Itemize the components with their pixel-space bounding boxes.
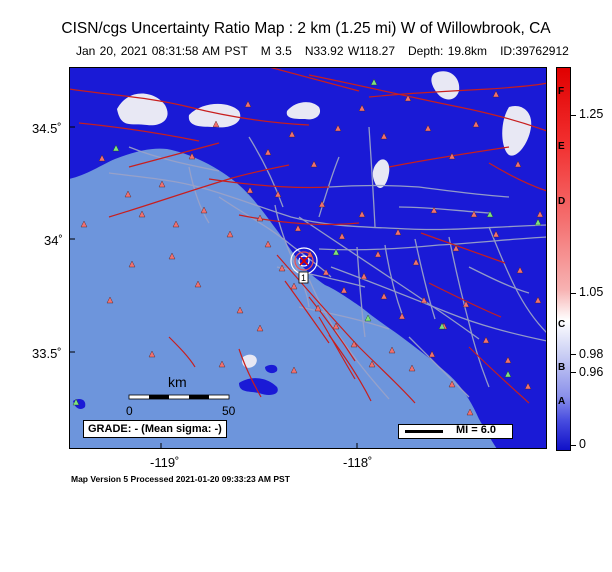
- epicenter-label: 1: [301, 273, 306, 283]
- colorbar-tick: [571, 354, 576, 355]
- lat-label-34-5: 34.5˚: [32, 121, 62, 136]
- epicenter: 1: [290, 247, 318, 284]
- event-id: ID:39762912: [500, 44, 569, 58]
- low-uncertainty-patch: [117, 93, 168, 126]
- station-triangle-green: [112, 144, 120, 152]
- scale-unit: km: [168, 374, 187, 390]
- event-magnitude: M 3.5: [260, 44, 292, 58]
- colorbar-tick: [571, 445, 576, 446]
- map-title: CISN/cgs Uncertainty Ratio Map : 2 km (1…: [61, 20, 551, 37]
- scale-bar: [128, 394, 230, 400]
- colorbar-value-0-96: 0.96: [579, 365, 604, 379]
- grade-box: GRADE: - (Mean sigma: -): [83, 420, 227, 438]
- lat-label-33-5: 33.5˚: [32, 346, 62, 361]
- colorbar-letter-a: A: [558, 396, 566, 407]
- colorbar-tick: [571, 115, 576, 116]
- road-network: [108, 126, 547, 400]
- colorbar-tick: [571, 293, 576, 294]
- lon-label-119: -119˚: [150, 455, 180, 470]
- lat-label-34: 34˚: [44, 233, 63, 248]
- mi-legend: MI = 6.0: [398, 424, 513, 439]
- event-info: Jan 20, 2021 08:31:58 AM PST M 3.5 N33.9…: [76, 44, 569, 58]
- colorbar-letter-f: F: [558, 86, 565, 97]
- colorbar-value-1-25: 1.25: [579, 107, 604, 121]
- colorbar-letter-c: C: [558, 319, 566, 330]
- uncertainty-map: 1: [69, 67, 547, 449]
- colorbar: [556, 67, 571, 451]
- mi-legend-line: [405, 430, 443, 433]
- colorbar-tick: [571, 372, 576, 373]
- event-datetime: Jan 20, 2021 08:31:58 AM PST: [76, 44, 248, 58]
- scale-max: 50: [222, 404, 236, 418]
- footer-version: Map Version 5 Processed 2021-01-20 09:33…: [71, 474, 290, 484]
- epicenter-label-box: [298, 271, 309, 284]
- colorbar-letter-d: D: [558, 196, 566, 207]
- event-depth: Depth: 19.8km: [408, 44, 488, 58]
- island: [239, 378, 278, 395]
- colorbar-value-0: 0: [579, 437, 586, 451]
- colorbar-value-0-98: 0.98: [579, 347, 604, 361]
- colorbar-letter-b: B: [558, 362, 566, 373]
- lon-label-118: -118˚: [343, 455, 373, 470]
- mi-legend-text: MI = 6.0: [456, 424, 497, 436]
- event-location: N33.92 W118.27: [304, 44, 395, 58]
- station-markers: [80, 90, 544, 416]
- station-triangle: [256, 214, 264, 222]
- colorbar-value-1-05: 1.05: [579, 285, 604, 299]
- scale-min: 0: [126, 404, 133, 418]
- colorbar-letter-e: E: [558, 141, 565, 152]
